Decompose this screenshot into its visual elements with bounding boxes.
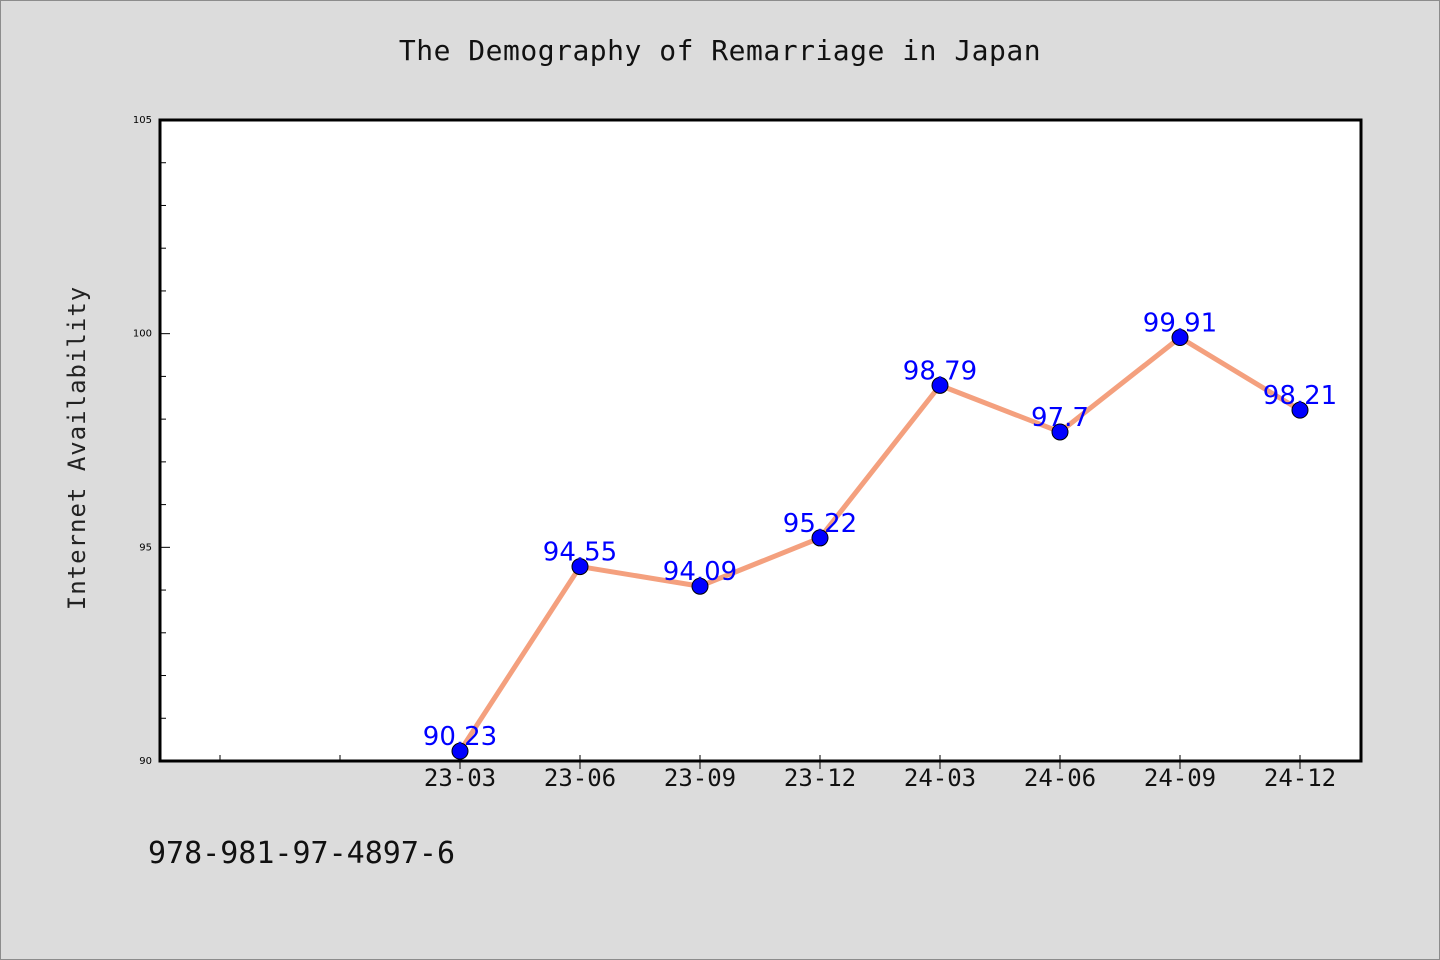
data-label: 94.55	[543, 538, 617, 568]
y-axis-label: Internet Availability	[63, 286, 91, 610]
x-tick-label: 23-06	[544, 764, 616, 792]
plot-border	[158, 118, 1363, 763]
data-point	[1051, 423, 1069, 441]
x-tick-label: 23-12	[784, 764, 856, 792]
y-tick-label: 95	[139, 542, 152, 553]
x-tick-label: 24-03	[904, 764, 976, 792]
data-label: 95.22	[783, 509, 857, 539]
data-label: 99.91	[1143, 309, 1217, 339]
isbn-text: 978-981-97-4897-6	[148, 836, 456, 871]
x-tick-label: 23-09	[664, 764, 736, 792]
y-tick-label: 100	[133, 329, 152, 340]
data-label: 94.09	[663, 557, 737, 587]
x-axis: 23-03 23-06 23-09 23-12 24-03 24-06 24-09 24-12	[219, 755, 1336, 792]
series-line-group: 90.23 94.55 94.09 95.22 98.79 97.7 99.91 98.21	[423, 309, 1337, 760]
data-point	[451, 742, 469, 760]
data-label: 97.7	[1031, 403, 1089, 433]
data-label: 90.23	[423, 722, 497, 752]
data-point	[1291, 401, 1309, 419]
series-line	[457, 335, 1303, 754]
data-point	[691, 577, 709, 595]
data-point	[931, 376, 949, 394]
data-point	[1171, 329, 1189, 347]
data-label: 98.79	[903, 356, 977, 386]
data-point	[811, 529, 829, 547]
y-tick-label: 105	[133, 115, 152, 126]
data-label: 98.21	[1263, 381, 1337, 411]
chart-title: The Demography of Remarriage in Japan	[398, 34, 1042, 67]
x-tick-label: 24-09	[1144, 764, 1216, 792]
x-tick-label: 23-03	[424, 764, 496, 792]
y-tick-label: 90	[139, 756, 152, 767]
plot-area	[160, 120, 1361, 761]
data-point	[571, 558, 589, 576]
x-tick-label: 24-06	[1024, 764, 1096, 792]
x-tick-label: 24-12	[1264, 764, 1336, 792]
